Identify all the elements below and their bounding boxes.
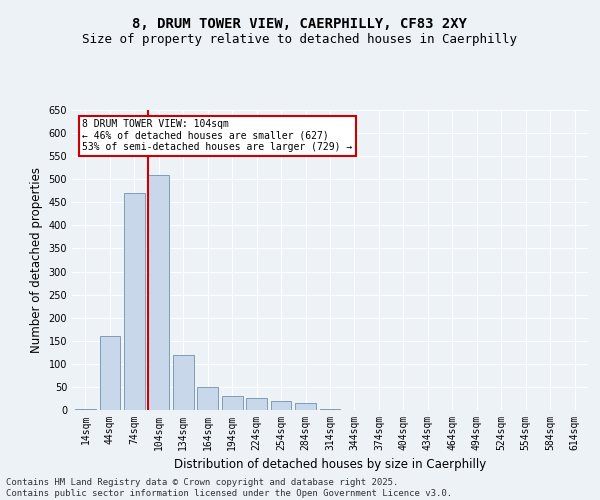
Bar [197,387,218,410]
Bar [295,403,316,410]
Bar [246,398,267,410]
Bar [75,409,96,410]
Bar [222,396,242,410]
X-axis label: Distribution of detached houses by size in Caerphilly: Distribution of detached houses by size … [174,458,486,471]
Text: Size of property relative to detached houses in Caerphilly: Size of property relative to detached ho… [83,32,517,46]
Bar [173,354,194,410]
Text: 8 DRUM TOWER VIEW: 104sqm
← 46% of detached houses are smaller (627)
53% of semi: 8 DRUM TOWER VIEW: 104sqm ← 46% of detac… [82,119,353,152]
Text: 8, DRUM TOWER VIEW, CAERPHILLY, CF83 2XY: 8, DRUM TOWER VIEW, CAERPHILLY, CF83 2XY [133,18,467,32]
Bar [100,336,120,410]
Bar [148,174,169,410]
Bar [124,193,145,410]
Bar [271,401,292,410]
Y-axis label: Number of detached properties: Number of detached properties [30,167,43,353]
Text: Contains HM Land Registry data © Crown copyright and database right 2025.
Contai: Contains HM Land Registry data © Crown c… [6,478,452,498]
Bar [320,409,340,410]
